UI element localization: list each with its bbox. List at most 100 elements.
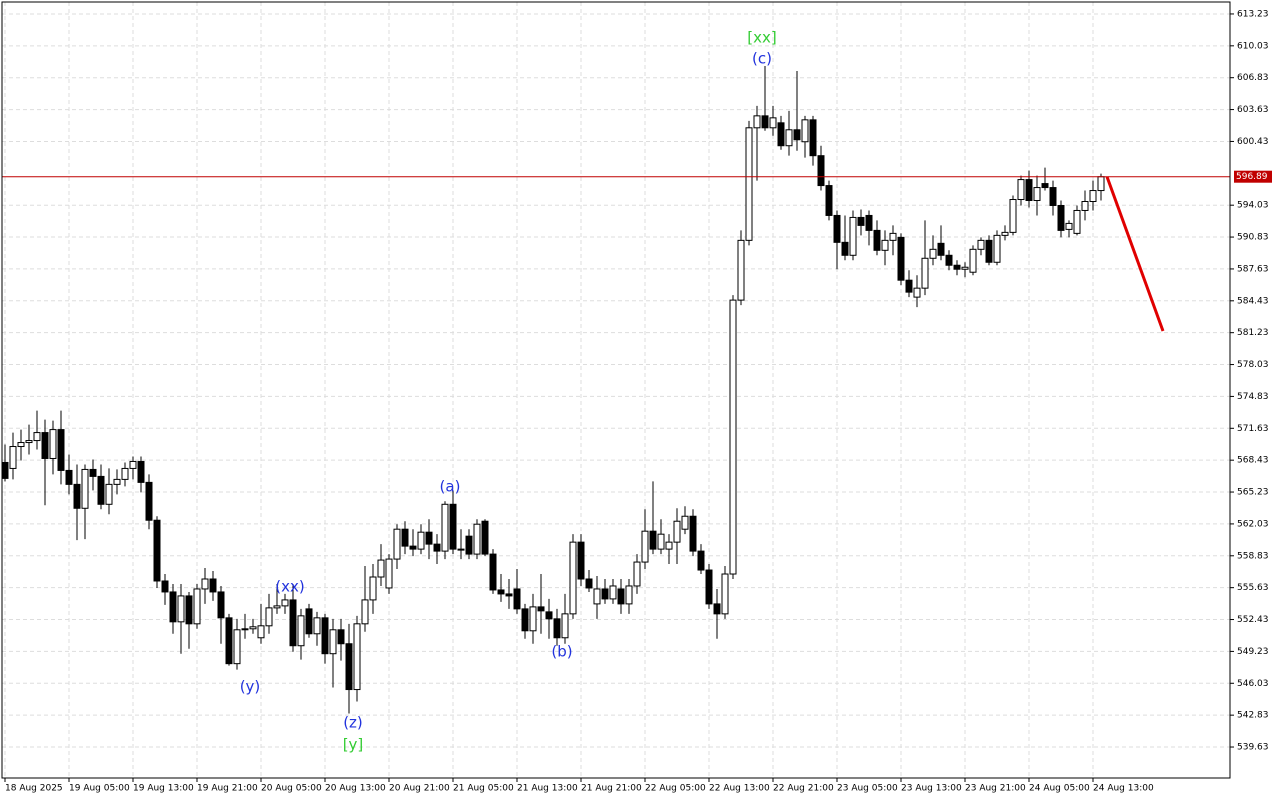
candle-body — [625, 585, 633, 605]
y-tick-label: 613.23 — [1237, 9, 1269, 19]
wave-label: (a) — [440, 478, 461, 496]
candle-body — [937, 242, 945, 256]
candle-body — [201, 578, 209, 590]
candle-body — [793, 129, 801, 141]
candle-body — [273, 605, 281, 609]
candle-body — [833, 214, 841, 243]
x-tick-label: 18 Aug 2025 — [5, 784, 63, 794]
candle-body — [513, 588, 521, 610]
wave-label: (y) — [240, 678, 261, 696]
candle-body — [985, 239, 993, 263]
candle-body — [953, 264, 961, 270]
candle-body — [129, 460, 137, 469]
candle-body — [545, 611, 553, 620]
y-tick-label: 546.03 — [1237, 679, 1269, 689]
y-tick-label: 565.23 — [1237, 488, 1269, 498]
candle-body — [73, 483, 81, 509]
candle-body — [737, 239, 745, 301]
candle-body — [1049, 187, 1057, 206]
y-tick-label: 574.83 — [1237, 392, 1269, 402]
candle-body — [457, 548, 465, 551]
candle-body — [169, 591, 177, 623]
y-tick-label: 590.83 — [1237, 233, 1269, 243]
candle-body — [897, 236, 905, 281]
y-tick-label: 562.03 — [1237, 519, 1269, 529]
x-tick-label: 22 Aug 05:00 — [645, 784, 706, 794]
candle-body — [777, 122, 785, 147]
wave-label: (z) — [343, 714, 363, 732]
candle-body — [673, 520, 681, 543]
x-tick-label: 24 Aug 05:00 — [1029, 784, 1090, 794]
candle-body — [145, 481, 153, 521]
candle-body — [721, 573, 729, 615]
candle-body — [753, 115, 761, 129]
candle-body — [481, 520, 489, 555]
candle-body — [1017, 179, 1025, 201]
candle-body — [489, 553, 497, 591]
wave-label: (xx) — [275, 578, 304, 596]
candle-body — [17, 442, 25, 448]
candle-body — [1, 461, 9, 479]
candle-body — [1089, 190, 1097, 203]
x-tick-label: 23 Aug 21:00 — [965, 784, 1026, 794]
candle-body — [889, 232, 897, 241]
candle-body — [561, 613, 569, 639]
candle-body — [441, 503, 449, 552]
candle-body — [105, 483, 113, 505]
y-tick-label: 558.83 — [1237, 551, 1269, 561]
candle-body — [321, 617, 329, 655]
x-tick-label: 19 Aug 21:00 — [197, 784, 258, 794]
candle-body — [385, 558, 393, 589]
x-tick-label: 19 Aug 13:00 — [133, 784, 194, 794]
wave-label: (b) — [551, 643, 572, 661]
x-tick-label: 21 Aug 05:00 — [453, 784, 514, 794]
candle-body — [657, 533, 665, 550]
candle-body — [697, 550, 705, 571]
candle-body — [569, 541, 577, 615]
candle-body — [345, 643, 353, 691]
candle-body — [465, 535, 473, 555]
current-price-label: 596.89 — [1236, 172, 1268, 182]
x-tick-label: 23 Aug 13:00 — [901, 784, 962, 794]
candle-body — [521, 608, 529, 632]
x-tick-label: 20 Aug 05:00 — [261, 784, 322, 794]
candle-body — [705, 569, 713, 605]
y-tick-label: 552.43 — [1237, 615, 1269, 625]
plot-frame — [1, 1, 1231, 779]
x-tick-label: 24 Aug 13:00 — [1093, 784, 1154, 794]
candle-body — [257, 625, 265, 639]
candle-body — [89, 468, 97, 477]
current-price-box — [1234, 170, 1272, 183]
candle-body — [1065, 222, 1073, 230]
candle-body — [193, 588, 201, 625]
candle-body — [1001, 231, 1009, 236]
candle-body — [297, 615, 305, 647]
y-tick-label: 571.63 — [1237, 424, 1269, 434]
candle-body — [361, 599, 369, 625]
candle-body — [81, 468, 89, 509]
candle-body — [1057, 204, 1065, 231]
candle-body — [473, 523, 481, 555]
x-tick-label: 20 Aug 13:00 — [325, 784, 386, 794]
candle-body — [417, 531, 425, 550]
candle-body — [905, 279, 913, 293]
candle-body — [1009, 199, 1017, 233]
candle-body — [961, 266, 969, 270]
candle-body — [809, 119, 817, 157]
candle-body — [401, 528, 409, 547]
wave-label: (c) — [752, 50, 772, 68]
candle-body — [49, 429, 57, 459]
candle-body — [817, 155, 825, 187]
y-tick-label: 549.23 — [1237, 647, 1269, 657]
candle-body — [945, 254, 953, 266]
y-tick-label: 555.63 — [1237, 583, 1269, 593]
candle-body — [865, 214, 873, 231]
candle-body — [177, 595, 185, 623]
candle-body — [353, 623, 361, 691]
candle-body — [593, 588, 601, 605]
candle-body — [745, 127, 753, 241]
candle-body — [185, 595, 193, 625]
candle-body — [609, 585, 617, 600]
y-tick-label: 600.43 — [1237, 137, 1269, 147]
